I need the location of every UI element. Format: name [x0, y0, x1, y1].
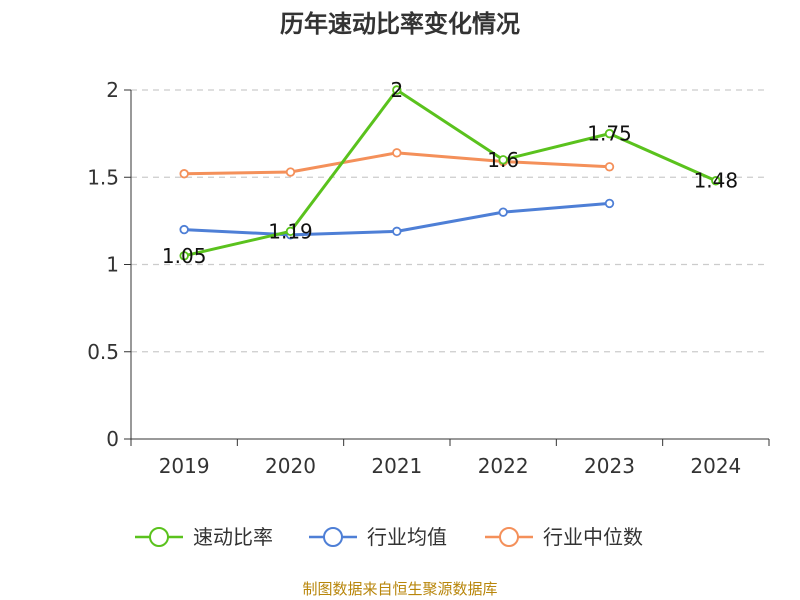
legend[interactable]: 速动比率 行业均值 行业中位数 [135, 525, 643, 549]
data-label: 1.48 [694, 169, 739, 193]
data-point [179, 251, 189, 261]
x-tick-label: 2020 [265, 454, 316, 478]
legend-marker [149, 527, 169, 547]
x-tick-label: 2024 [690, 454, 741, 478]
data-point [179, 224, 189, 235]
legend-label: 行业中位数 [543, 525, 643, 549]
data-point [711, 176, 721, 186]
data-label: 1.05 [162, 244, 207, 268]
data-point [392, 85, 402, 95]
data-point [285, 167, 296, 177]
data-point [179, 169, 189, 179]
data-point [498, 207, 508, 217]
data-label: 2 [390, 78, 403, 102]
legend-item[interactable]: 行业均值 [309, 525, 447, 549]
y-tick-label: 1 [106, 253, 119, 277]
data-point [604, 128, 615, 139]
x-tick-label: 2023 [584, 454, 635, 478]
x-tick-label: 2021 [371, 454, 422, 478]
data-point [392, 148, 402, 158]
grid-lines [131, 89, 769, 353]
data-point [604, 162, 615, 172]
legend-marker [499, 527, 519, 547]
y-tick-label: 0 [106, 427, 119, 451]
data-point [392, 226, 402, 237]
y-tick-label: 0.5 [87, 340, 119, 364]
legend-item[interactable]: 速动比率 [135, 525, 273, 549]
data-point [498, 155, 508, 165]
data-point [604, 198, 615, 209]
legend-marker [323, 527, 343, 547]
series-layer [179, 85, 721, 261]
data-label: 1.19 [268, 219, 313, 243]
legend-label: 行业均值 [367, 525, 447, 549]
data-label: 1.6 [487, 148, 519, 172]
data-point [285, 226, 296, 237]
legend-label: 速动比率 [193, 525, 273, 549]
x-tick-label: 2019 [159, 454, 210, 478]
y-tick-label: 2 [106, 78, 119, 102]
axes: 0 0.5 1 1.5 2 2019 2020 2021 2022 2023 2024 [87, 78, 770, 478]
series-line [183, 88, 717, 258]
data-labels: 1.05 1.19 2 1.6 1.75 1.48 [162, 78, 738, 268]
y-tick-label: 1.5 [87, 165, 119, 189]
legend-item[interactable]: 行业中位数 [485, 525, 643, 549]
chart-title: 历年速动比率变化情况 [280, 10, 520, 38]
x-tick-label: 2022 [478, 454, 529, 478]
data-label: 1.75 [587, 122, 632, 146]
source-note: 制图数据来自恒生聚源数据库 [302, 580, 497, 598]
